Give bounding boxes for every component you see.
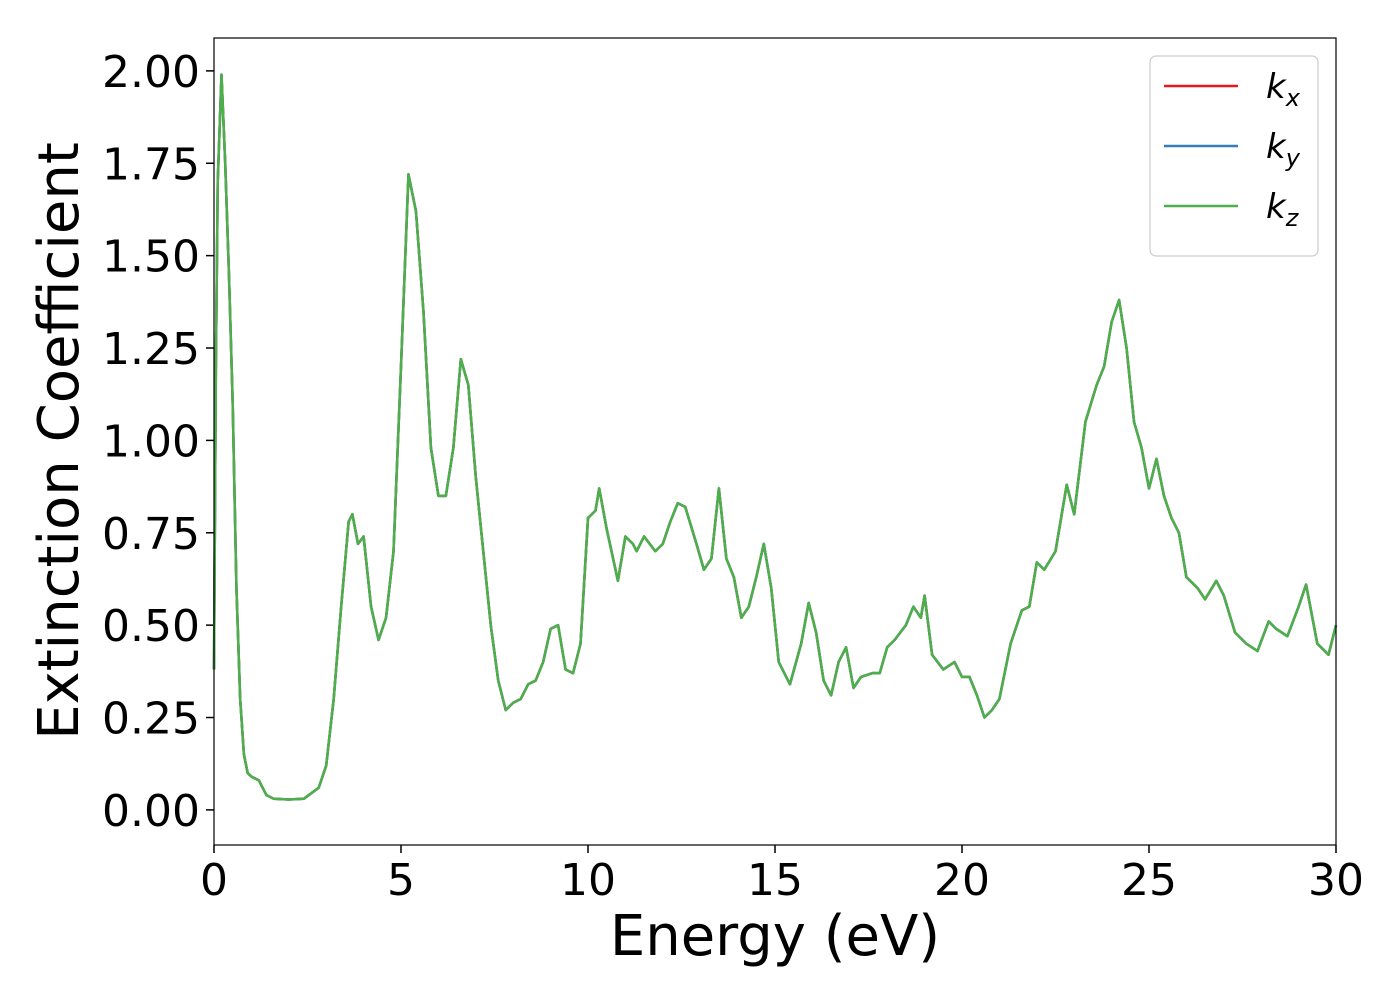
x-tick-label: 25 [1121,855,1177,906]
x-tick-label: 10 [560,855,616,906]
y-axis-label: Extinction Coefficient [27,142,92,740]
data-line [212,73,1338,801]
y-tick-label: 0.25 [102,694,200,745]
legend-label: ky [1266,127,1301,172]
plot-frame [213,37,1337,846]
y-tick-label: 2.00 [102,47,200,98]
legend-label: kx [1266,67,1301,112]
x-axis-label: Energy (eV) [610,904,940,969]
y-tick-label: 0.75 [102,509,200,560]
x-tick-label: 5 [387,855,415,906]
x-tick-label: 30 [1308,855,1364,906]
x-tick-label: 20 [934,855,990,906]
y-tick-label: 0.50 [102,601,200,652]
y-tick-label: 0.00 [102,786,200,837]
x-tick-label: 0 [200,855,228,906]
legend-label: kz [1266,187,1300,232]
y-tick-label: 1.25 [102,324,200,375]
y-tick-label: 1.00 [102,416,200,467]
y-tick-label: 1.50 [102,232,200,283]
y-tick-label: 1.75 [102,139,200,190]
x-tick-label: 15 [747,855,803,906]
